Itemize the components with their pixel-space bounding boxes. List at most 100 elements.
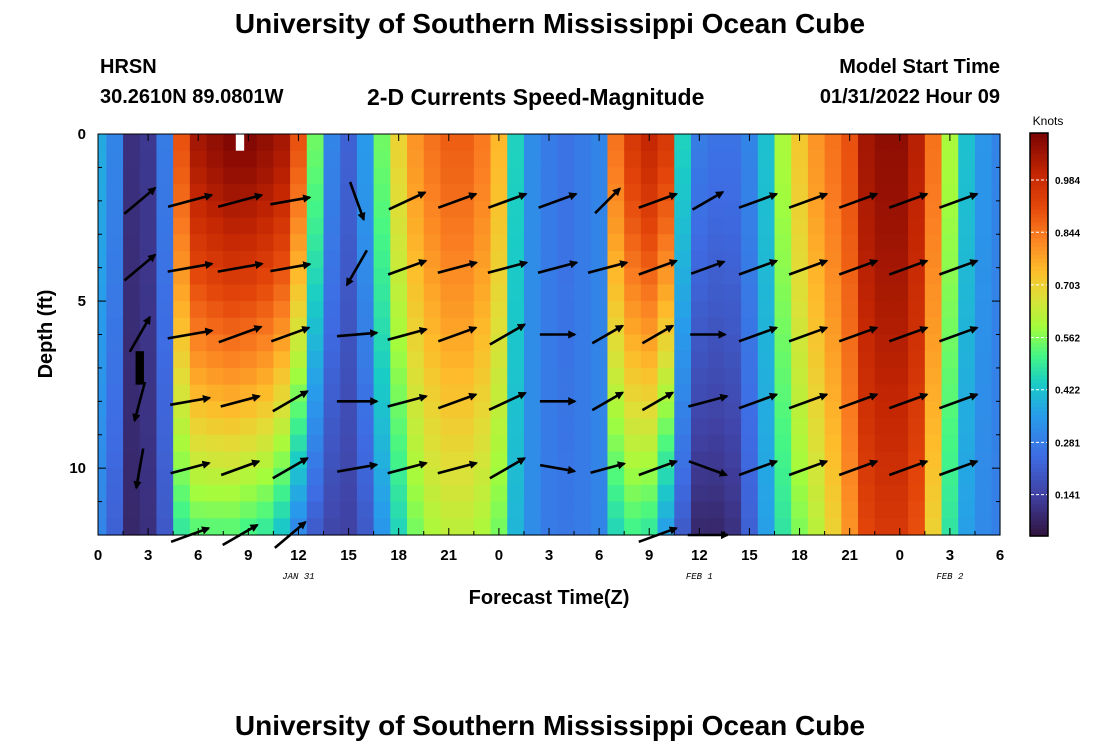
heat-cell (974, 217, 993, 235)
heat-cell (523, 250, 542, 269)
heat-cell (574, 167, 592, 185)
heat-cell (390, 484, 408, 503)
heat-cell (423, 401, 442, 419)
colorbar-segment (1030, 286, 1048, 291)
heat-cell (457, 284, 475, 302)
heat-cell (991, 451, 1001, 469)
colorbar-segment (1030, 527, 1048, 533)
heat-cell (958, 301, 976, 319)
current-vector (691, 190, 725, 211)
heat-cell (239, 234, 258, 252)
heat-cell (139, 334, 158, 352)
heat-cell (690, 167, 709, 185)
heat-cell (223, 518, 241, 536)
heat-cell (674, 134, 692, 152)
heat-cell (340, 418, 358, 436)
heat-cell (523, 134, 542, 152)
heat-cell (373, 267, 391, 285)
heat-cell (941, 434, 959, 453)
heat-cell (824, 317, 842, 336)
current-vector (336, 329, 379, 338)
colorbar-segment (1030, 241, 1048, 247)
heat-cell (106, 184, 124, 202)
heat-cell (523, 284, 542, 302)
heat-cell (490, 384, 508, 402)
heat-cell (724, 301, 742, 319)
heat-cell (540, 384, 558, 402)
colorbar-segment (1030, 185, 1048, 191)
heat-cell (574, 250, 592, 269)
colorbar-segment (1030, 382, 1048, 388)
heat-cell (407, 234, 425, 252)
current-vector (167, 260, 214, 273)
heat-cell (523, 418, 542, 436)
heat-cell (841, 367, 859, 386)
heat-cell (440, 484, 458, 503)
heat-cell (407, 468, 425, 486)
heat-cell (507, 134, 525, 152)
heat-cell (440, 518, 458, 536)
heat-cell (974, 317, 993, 336)
heat-cell (974, 184, 993, 202)
heat-cell (741, 167, 759, 185)
heat-cell (924, 200, 943, 219)
colorbar-segment (1030, 427, 1048, 432)
heat-cell (991, 484, 1001, 503)
heat-cell (239, 250, 258, 269)
heat-cell (490, 518, 508, 536)
heat-cell (106, 468, 124, 486)
heat-cell (958, 351, 976, 369)
heat-cell (340, 150, 358, 169)
heat-cell (457, 484, 475, 503)
heat-cell (807, 334, 826, 352)
heat-cell (390, 250, 408, 269)
heat-cell (607, 351, 625, 369)
current-vector (738, 326, 779, 343)
heat-cell (206, 468, 224, 486)
heat-cell (356, 434, 375, 453)
heat-cell (841, 518, 859, 536)
heat-cell (156, 418, 174, 436)
heat-cell (724, 434, 742, 453)
heat-cell (707, 267, 725, 285)
heat-cell (891, 518, 909, 536)
current-vector (387, 259, 428, 276)
heat-cell (98, 401, 107, 419)
heat-cell (523, 334, 542, 352)
heat-cell (590, 501, 609, 519)
heat-cell (657, 301, 675, 319)
heat-cell (674, 434, 692, 453)
colorbar-segment (1030, 511, 1048, 517)
heat-cell (306, 217, 325, 235)
heat-cell (173, 501, 191, 519)
heat-cell (523, 401, 542, 419)
heat-cell (908, 401, 926, 419)
colorbar-segment (1030, 459, 1048, 465)
heat-cell (657, 167, 675, 185)
heat-cell (323, 518, 341, 536)
heat-cell (674, 451, 692, 469)
heat-cell (490, 351, 508, 369)
heat-cell (223, 301, 241, 319)
heat-cell (824, 501, 842, 519)
colorbar-segment (1030, 415, 1048, 420)
heat-cell (657, 367, 675, 386)
heat-cell (774, 367, 792, 386)
heat-cell (841, 167, 859, 185)
heat-cell (156, 184, 174, 202)
heat-cell (891, 484, 909, 503)
heat-cell (774, 484, 792, 503)
heat-cell (640, 284, 659, 302)
x-tick-label: 15 (741, 547, 758, 564)
heat-cell (607, 334, 625, 352)
heat-cell (239, 167, 258, 185)
heat-cell (239, 367, 258, 386)
current-vector (838, 459, 879, 477)
heat-cell (757, 418, 776, 436)
colorbar-segment (1030, 495, 1048, 501)
heat-cell (139, 267, 158, 285)
heat-cell (941, 351, 959, 369)
heat-cell (457, 334, 475, 352)
heat-cell (323, 284, 341, 302)
heat-cell (106, 351, 124, 369)
